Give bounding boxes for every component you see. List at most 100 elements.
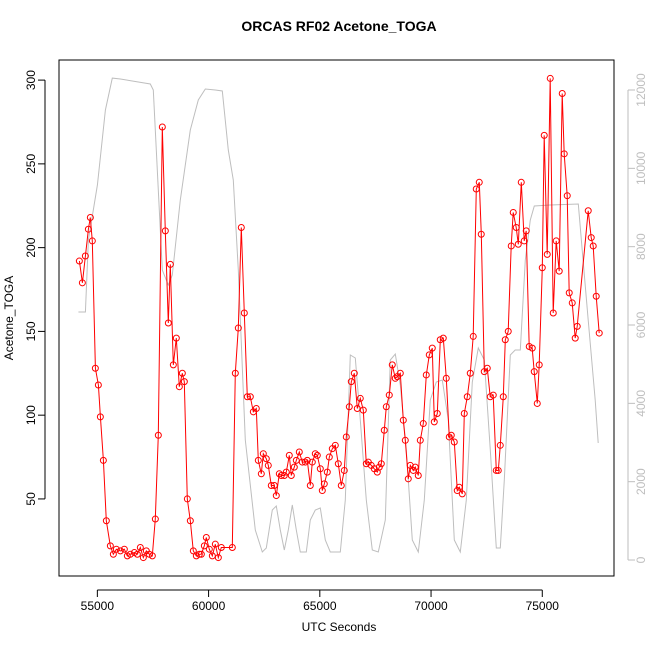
point bbox=[391, 374, 399, 382]
point bbox=[512, 224, 520, 232]
point bbox=[504, 327, 512, 335]
point bbox=[399, 416, 407, 424]
point bbox=[406, 461, 414, 469]
point bbox=[211, 540, 219, 548]
point bbox=[228, 544, 236, 552]
point bbox=[133, 550, 141, 558]
point bbox=[106, 542, 114, 550]
point bbox=[540, 131, 548, 139]
point bbox=[75, 257, 83, 265]
point bbox=[231, 369, 239, 377]
point bbox=[195, 550, 203, 558]
point bbox=[396, 369, 404, 377]
point bbox=[136, 544, 144, 552]
x-axis-label: UTC Seconds bbox=[302, 620, 377, 634]
point bbox=[320, 480, 328, 488]
point bbox=[382, 403, 390, 411]
y2-tick-label: 10000 bbox=[634, 151, 648, 185]
point bbox=[428, 344, 436, 352]
point bbox=[359, 406, 367, 414]
plot-box bbox=[58, 59, 615, 577]
point bbox=[78, 279, 86, 287]
point bbox=[342, 433, 350, 441]
point bbox=[430, 418, 438, 426]
point bbox=[416, 436, 424, 444]
point bbox=[520, 237, 528, 245]
point bbox=[197, 550, 205, 558]
point bbox=[257, 470, 265, 478]
point bbox=[356, 394, 364, 402]
point bbox=[267, 482, 275, 490]
point bbox=[287, 471, 295, 479]
point bbox=[234, 324, 242, 332]
point bbox=[530, 368, 538, 376]
point bbox=[447, 431, 455, 439]
x-tick-label: 70000 bbox=[414, 599, 448, 613]
y2-tick-label: 12000 bbox=[634, 73, 648, 107]
y2-tick-label: 6000 bbox=[634, 311, 648, 338]
point bbox=[533, 399, 541, 407]
point bbox=[492, 466, 500, 474]
point bbox=[458, 490, 466, 498]
point bbox=[477, 230, 485, 238]
point bbox=[298, 458, 306, 466]
point bbox=[318, 487, 326, 495]
point bbox=[496, 441, 504, 449]
point bbox=[466, 369, 474, 377]
point bbox=[445, 433, 453, 441]
point bbox=[158, 123, 166, 131]
point bbox=[240, 309, 248, 317]
y-tick-label: 200 bbox=[24, 237, 38, 257]
point bbox=[280, 471, 288, 479]
point bbox=[555, 267, 563, 275]
x-tick-label: 55000 bbox=[81, 599, 115, 613]
point bbox=[543, 250, 551, 258]
point bbox=[463, 393, 471, 401]
point bbox=[380, 426, 388, 434]
point bbox=[303, 456, 311, 464]
point bbox=[275, 470, 283, 478]
point bbox=[589, 242, 597, 250]
point bbox=[595, 329, 603, 337]
point bbox=[340, 466, 348, 474]
point bbox=[311, 450, 319, 458]
point bbox=[91, 364, 99, 372]
point bbox=[494, 466, 502, 474]
point bbox=[499, 393, 507, 401]
point bbox=[546, 74, 554, 82]
point bbox=[180, 378, 188, 386]
point bbox=[433, 409, 441, 417]
point bbox=[414, 471, 422, 479]
point bbox=[169, 361, 177, 369]
y2-tick-label: 0 bbox=[634, 556, 648, 563]
point bbox=[528, 344, 536, 352]
point bbox=[99, 456, 107, 464]
point bbox=[419, 420, 427, 428]
point bbox=[161, 227, 169, 235]
y2-tick-label: 4000 bbox=[634, 390, 648, 417]
y-tick-label: 150 bbox=[24, 321, 38, 341]
point bbox=[422, 371, 430, 379]
y-tick-label: 50 bbox=[24, 492, 38, 506]
point bbox=[272, 492, 280, 500]
point bbox=[189, 547, 197, 555]
y-tick-label: 100 bbox=[24, 405, 38, 425]
point bbox=[323, 468, 331, 476]
point bbox=[558, 90, 566, 98]
point bbox=[164, 319, 172, 327]
point bbox=[571, 334, 579, 342]
y-tick-label: 300 bbox=[24, 70, 38, 90]
point bbox=[509, 208, 517, 216]
point bbox=[285, 451, 293, 459]
point bbox=[262, 455, 270, 463]
point bbox=[109, 550, 117, 558]
series-line bbox=[78, 77, 599, 554]
point bbox=[166, 260, 174, 268]
series-line bbox=[78, 78, 600, 560]
point bbox=[237, 224, 245, 232]
point bbox=[116, 547, 124, 555]
point bbox=[573, 322, 581, 330]
point bbox=[563, 192, 571, 200]
y2-tick-label: 2000 bbox=[634, 468, 648, 495]
y-tick-label: 250 bbox=[24, 154, 38, 174]
